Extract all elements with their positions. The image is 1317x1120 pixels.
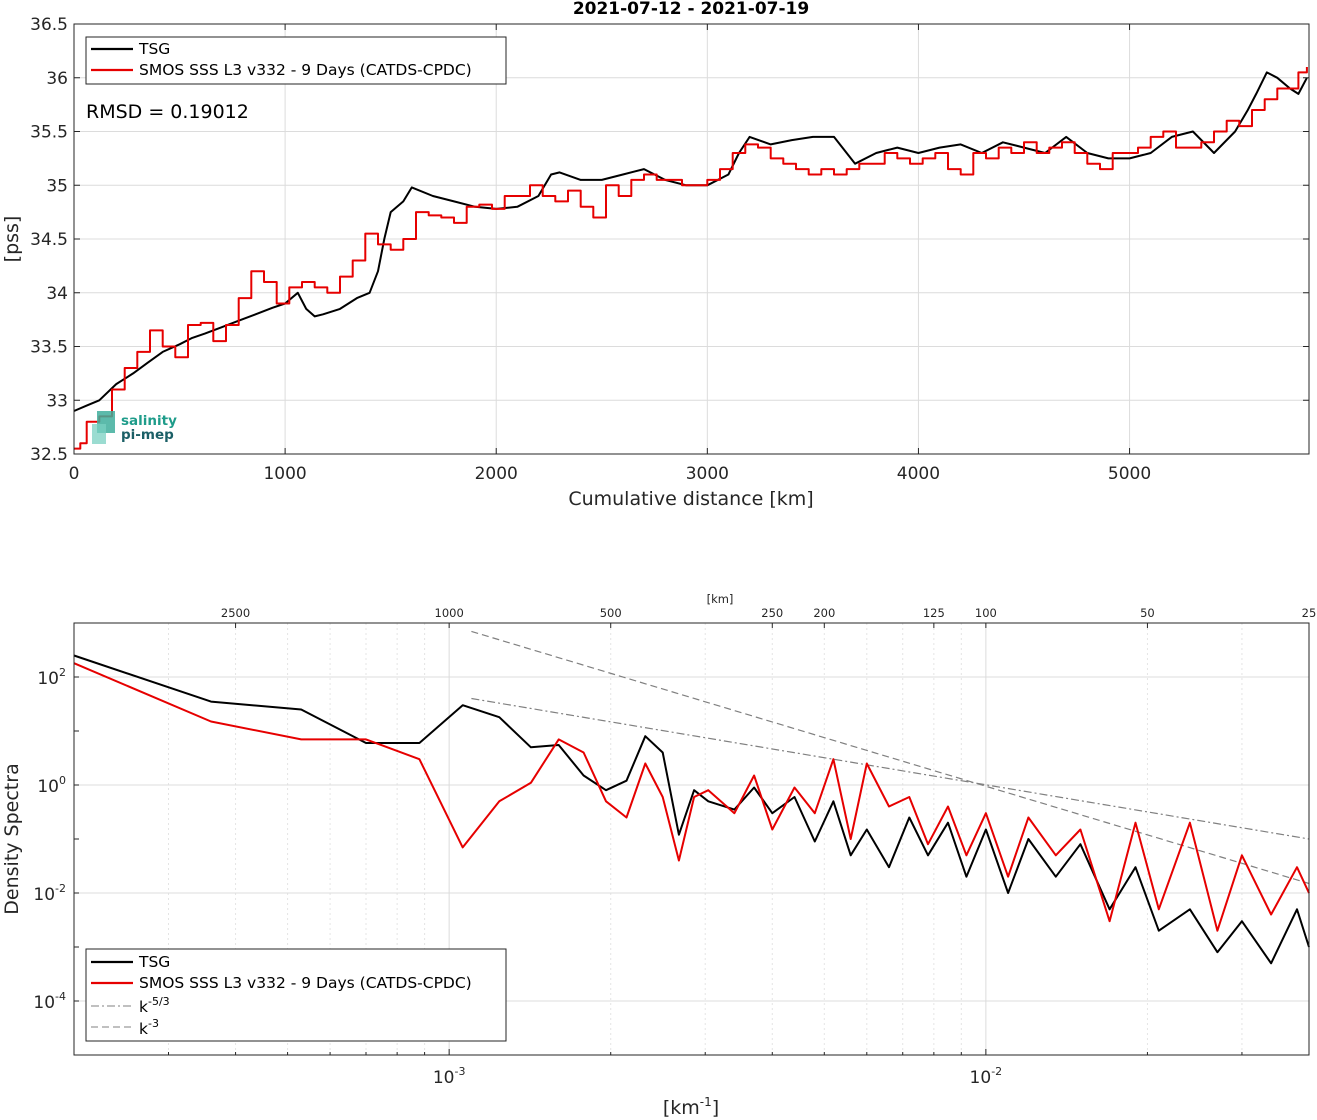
bottom-y-tick-exp: 0 (59, 774, 66, 787)
top-km-tick-label: 125 (923, 606, 945, 620)
top-km-tick-label: 2500 (221, 606, 250, 620)
logo-text-line2: pi-mep (121, 427, 174, 443)
top-y-tick-label: 36 (46, 69, 68, 89)
top-x-tick-label: 0 (69, 464, 80, 484)
top-y-tick-label: 33.5 (30, 338, 68, 358)
bottom-y-tick-base: 10 (37, 669, 59, 689)
top-y-tick-label: 35.5 (30, 123, 68, 143)
top-x-tick-label: 4000 (897, 464, 940, 484)
top-y-tick-label: 32.5 (30, 445, 68, 465)
legend2-k53-exp: -5/3 (148, 995, 170, 1008)
bottom-y-tick-label: 10-2 (33, 882, 66, 905)
top-y-tick-label: 36.5 (30, 15, 68, 35)
bottom-smos-series-line (73, 662, 1310, 932)
rmsd-annotation: RMSD = 0.19012 (86, 101, 249, 123)
bottom-x-axis-label: [km-1] (663, 1095, 719, 1119)
bottom-top-km-ticks: 2500 1000 500 250 200 125 100 50 25 (221, 606, 1316, 628)
bottom-y-tick-base: 10 (37, 777, 59, 797)
top-x-ticks: 0 1000 2000 3000 4000 5000 (69, 24, 1151, 484)
top-smos-series-line (74, 67, 1308, 450)
chart-title: 2021-07-12 - 2021-07-19 (573, 0, 809, 19)
bottom-legend: TSG SMOS SSS L3 v332 - 9 Days (CATDS-CPD… (85, 948, 507, 1042)
bottom-y-tick-exp: 2 (59, 666, 66, 679)
top-x-tick-label: 5000 (1108, 464, 1151, 484)
top-km-tick-label: 500 (600, 606, 622, 620)
bottom-series-group (73, 630, 1310, 965)
bottom-x-tick-base: 10 (433, 1068, 455, 1088)
top-km-tick-label: 250 (761, 606, 783, 620)
bottom-y-tick-base: 10 (33, 993, 55, 1013)
legend-smos-label: SMOS SSS L3 v332 - 9 Days (CATDS-CPDC) (139, 61, 472, 79)
top-km-tick-label: 25 (1302, 606, 1317, 620)
bottom-x-axis-label-exp: -1 (700, 1095, 712, 1109)
top-y-tick-label: 35 (46, 176, 68, 196)
top-x-axis-label: Cumulative distance [km] (568, 488, 813, 510)
bottom-x-axis-label-base: [km (663, 1097, 700, 1119)
bottom-y-tick-exp: -2 (55, 882, 66, 895)
legend2-smos-label: SMOS SSS L3 v332 - 9 Days (CATDS-CPDC) (139, 974, 472, 992)
bottom-x-axis-label-end: ] (712, 1097, 719, 1119)
top-grid (73, 23, 1309, 455)
legend2-k53-label: k-5/3 (139, 995, 170, 1016)
top-y-axis-label: [pss] (1, 216, 23, 263)
top-km-tick-label: 50 (1140, 606, 1155, 620)
logo-shape-front (92, 424, 106, 444)
bottom-x-tick-exp: -3 (454, 1065, 465, 1078)
top-y-tick-label: 34.5 (30, 230, 68, 250)
top-x-tick-label: 3000 (686, 464, 729, 484)
k-minus-3-reference-line (471, 630, 1310, 885)
legend2-k3-base: k (139, 1020, 148, 1038)
top-y-tick-label: 34 (46, 284, 68, 304)
bottom-y-tick-label: 102 (37, 666, 66, 689)
bottom-x-tick-base: 10 (970, 1068, 992, 1088)
top-legend: TSG SMOS SSS L3 v332 - 9 Days (CATDS-CPD… (85, 36, 507, 85)
top-km-axis-label: [km] (707, 592, 734, 606)
top-tsg-series-line (73, 71, 1308, 412)
bottom-x-ticks: 10-3 10-2 (73, 1049, 1310, 1088)
bottom-legend-box (85, 948, 507, 1042)
bottom-x-tick-exp: -2 (991, 1065, 1002, 1078)
bottom-x-tick-label: 10-3 (433, 1065, 466, 1088)
legend2-k53-base: k (139, 998, 148, 1016)
top-y-tick-label: 33 (46, 391, 68, 411)
logo-text-line1: salinity (121, 413, 177, 429)
k-minus-5-3-reference-line (471, 697, 1310, 840)
top-km-tick-label: 100 (975, 606, 997, 620)
top-x-tick-label: 1000 (263, 464, 306, 484)
top-km-tick-label: 200 (813, 606, 835, 620)
bottom-y-tick-label: 100 (37, 774, 66, 797)
legend-tsg-label: TSG (138, 40, 170, 58)
legend2-k3-exp: -3 (148, 1017, 159, 1030)
salinity-time-series-panel: 2021-07-12 - 2021-07-19 0 1000 2000 3000 400… (1, 0, 1310, 510)
bottom-y-tick-base: 10 (33, 885, 55, 905)
top-km-tick-label: 1000 (435, 606, 464, 620)
bottom-y-axis-label: Density Spectra (1, 763, 23, 914)
top-series-group (73, 67, 1308, 450)
bottom-tsg-series-line (73, 654, 1310, 965)
bottom-x-tick-label: 10-2 (970, 1065, 1003, 1088)
bottom-y-tick-label: 10-4 (33, 990, 66, 1013)
legend2-k3-label: k-3 (139, 1017, 159, 1038)
top-y-ticks: 32.5 33 33.5 34 34.5 35 35.5 36 36.5 (30, 15, 1309, 465)
bottom-y-tick-exp: -4 (55, 990, 66, 1003)
top-legend-box (85, 36, 507, 85)
salinity-pimep-logo: salinity pi-mep (92, 411, 177, 444)
legend2-tsg-label: TSG (138, 953, 170, 971)
top-x-tick-label: 2000 (475, 464, 518, 484)
